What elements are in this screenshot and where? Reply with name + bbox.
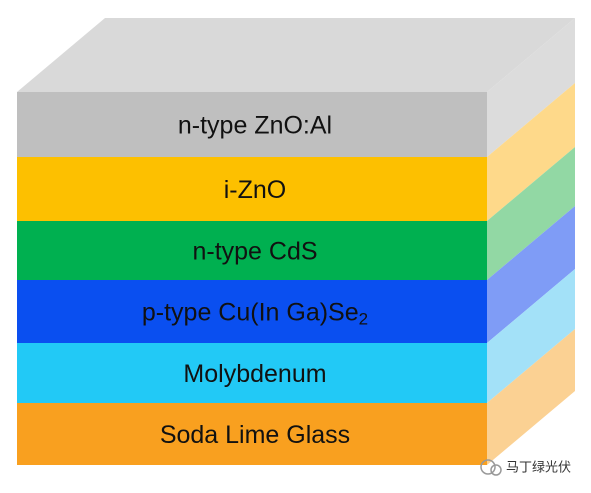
layer-side: [487, 18, 575, 157]
layer-side: [487, 269, 575, 403]
layer-front: [17, 280, 487, 343]
layer-front: [17, 403, 487, 465]
layer-label-text: n-type CdS: [192, 237, 317, 265]
layer-label: Soda Lime Glass: [160, 421, 350, 449]
layer-label: Molybdenum: [183, 360, 326, 388]
layer-front: [17, 92, 487, 157]
layer-side: [487, 83, 575, 221]
layer-label-text: p-type Cu(In Ga)Se: [142, 298, 359, 326]
layer-label-text: n-type ZnO:Al: [178, 111, 332, 139]
layer-front: [17, 343, 487, 403]
layer-label-text: Molybdenum: [183, 360, 326, 388]
layers: n-type ZnO:Al i-ZnO n-type CdS p-type Cu(In…: [17, 18, 575, 465]
watermark-text: 马丁绿光伏: [506, 461, 571, 476]
layer-label: i-ZnO: [224, 176, 287, 204]
layer-label: p-type Cu(In Ga)Se2: [142, 298, 368, 329]
layer-side: [487, 147, 575, 280]
layer-side: [487, 206, 575, 343]
top-face: [17, 18, 575, 92]
layer-front: [17, 221, 487, 280]
watermark-icon: [480, 459, 496, 475]
layer-label-subscript: 2: [359, 310, 368, 329]
layer-label: n-type CdS: [192, 237, 317, 265]
layer-label: n-type ZnO:Al: [178, 111, 332, 139]
layer-label-text: i-ZnO: [224, 176, 287, 204]
layer-front: [17, 157, 487, 221]
layer-side: [487, 329, 575, 465]
layer-label-text: Soda Lime Glass: [160, 421, 350, 449]
watermark-icon: [490, 464, 502, 476]
watermark: 马丁绿光伏: [480, 459, 571, 476]
